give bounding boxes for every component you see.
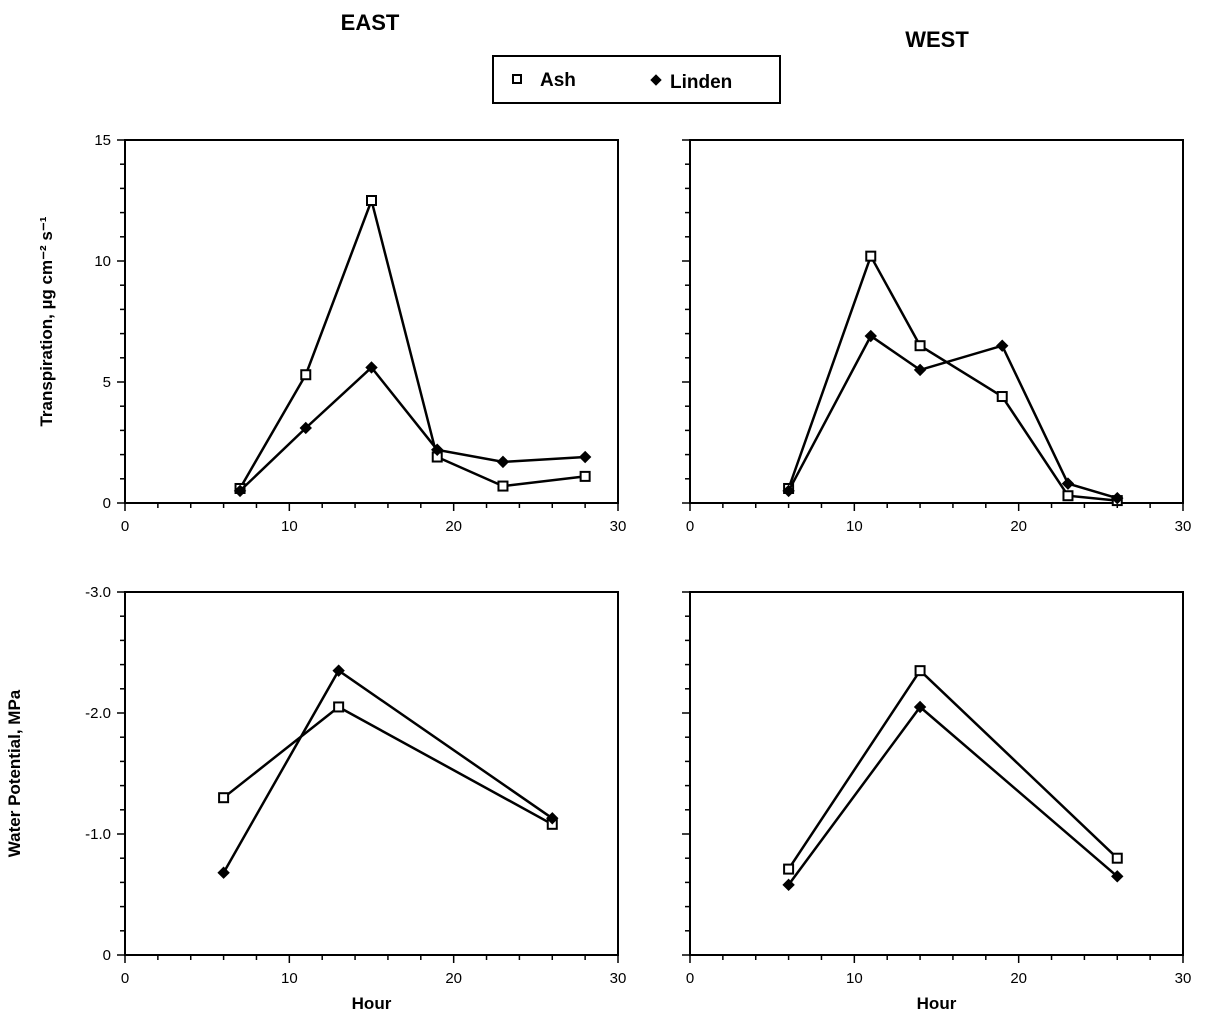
- ash-data-point: [996, 391, 1008, 403]
- ash-data-point: [865, 250, 877, 262]
- x-tick-label: 10: [281, 518, 298, 535]
- x-axis-label: Hour: [352, 994, 392, 1013]
- plot-frame: [689, 591, 1184, 956]
- x-tick-label: 20: [445, 518, 462, 535]
- y-tick-label: -2.0: [85, 705, 111, 722]
- linden-data-point: [217, 866, 230, 879]
- ash-series-line: [787, 668, 1119, 870]
- x-tick-label: 30: [610, 518, 627, 535]
- x-tick-label: 0: [686, 970, 694, 987]
- x-tick-label: 30: [610, 970, 627, 987]
- ash-series-line: [787, 253, 1118, 502]
- linden-data-point: [782, 878, 795, 892]
- x-tick-label: 10: [846, 518, 863, 535]
- linden-data-point: [913, 700, 927, 714]
- linden-data-point: [546, 812, 559, 825]
- linden-data-point: [332, 664, 345, 677]
- east-heading: EAST: [341, 10, 400, 35]
- ash-data-point: [914, 340, 926, 352]
- ash-data-point: [497, 480, 509, 492]
- x-tick-label: 0: [686, 518, 694, 535]
- east-water-potential-panel: 0 10 20 30 0 -1.0 -2.0 -3.0 Water Potential, MPa…: [5, 584, 626, 1013]
- ash-data-point: [783, 863, 795, 875]
- ash-series-line: [238, 196, 586, 490]
- plot-frame: [124, 139, 619, 504]
- x-tick-label: 20: [445, 970, 462, 987]
- west-transpiration-panel: 0 10 20 30: [682, 139, 1192, 535]
- ash-data-point: [300, 369, 312, 381]
- y-axis-label: Water Potential, MPa: [5, 689, 24, 857]
- linden-series-line: [787, 334, 1118, 500]
- x-tick-label: 30: [1175, 970, 1192, 987]
- x-tick-label: 20: [1010, 518, 1027, 535]
- linden-series-line: [239, 365, 586, 492]
- y-tick-label: 0: [103, 947, 111, 964]
- x-tick-label: 10: [846, 970, 863, 987]
- linden-data-point: [496, 455, 510, 469]
- y-tick-label: 0: [103, 495, 111, 512]
- y-tick-label: -1.0: [85, 826, 111, 843]
- ash-data-point: [1062, 490, 1074, 502]
- y-tick-label: 5: [103, 374, 111, 391]
- linden-data-point: [299, 421, 312, 435]
- legend-frame: [492, 55, 781, 104]
- legend: Ash Linden: [492, 55, 781, 104]
- x-tick-label: 10: [281, 970, 298, 987]
- x-tick-label: 0: [121, 970, 129, 987]
- west-heading: WEST: [905, 27, 969, 52]
- west-water-potential-panel: 0 10 20 30 Hour: [682, 591, 1192, 1013]
- plot-frame: [689, 139, 1184, 504]
- linden-data-point: [578, 450, 592, 464]
- y-tick-label: 10: [94, 253, 111, 270]
- linden-data-point: [365, 361, 378, 374]
- linden-data-point: [996, 339, 1009, 352]
- linden-data-point: [1061, 477, 1075, 490]
- legend-ash-label: Ash: [540, 70, 576, 91]
- ash-data-point: [218, 792, 230, 804]
- x-tick-label: 20: [1010, 970, 1027, 987]
- legend-linden-marker: [650, 74, 662, 86]
- plot-frame: [124, 591, 619, 956]
- linden-data-point: [233, 484, 247, 498]
- ash-data-point: [914, 665, 926, 677]
- linden-series-line: [222, 668, 554, 874]
- x-tick-label: 0: [121, 518, 129, 535]
- ash-series-line: [222, 705, 553, 826]
- y-axis-label: Transpiration, µg cm⁻² s⁻¹: [37, 216, 56, 426]
- ash-data-point: [333, 701, 345, 713]
- x-tick-label: 30: [1175, 518, 1192, 535]
- linden-data-point: [1111, 870, 1124, 883]
- east-transpiration-panel: 0 10 20 30 0 5 10 15 Transpiration, µg cm⁻² s⁻¹: [37, 132, 626, 535]
- legend-ash-marker: [512, 74, 522, 84]
- ash-data-point: [1111, 852, 1123, 864]
- ash-data-point: [366, 195, 377, 206]
- linden-data-point: [864, 329, 877, 343]
- linden-data-point: [1111, 491, 1124, 505]
- ash-data-point: [579, 470, 591, 482]
- y-tick-label: 15: [94, 132, 111, 149]
- y-tick-label: -3.0: [85, 584, 111, 601]
- legend-linden-label: Linden: [670, 72, 732, 93]
- linden-data-point: [431, 443, 444, 456]
- linden-data-point: [913, 363, 927, 377]
- x-axis-label: Hour: [917, 994, 957, 1013]
- linden-data-point: [782, 484, 795, 498]
